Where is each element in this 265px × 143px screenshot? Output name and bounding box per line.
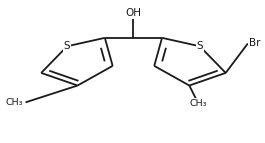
Text: CH₃: CH₃ — [190, 99, 207, 108]
Text: S: S — [196, 41, 203, 51]
Text: S: S — [64, 41, 70, 51]
Text: CH₃: CH₃ — [6, 98, 23, 107]
Text: Br: Br — [249, 38, 260, 48]
Text: OH: OH — [125, 8, 142, 18]
